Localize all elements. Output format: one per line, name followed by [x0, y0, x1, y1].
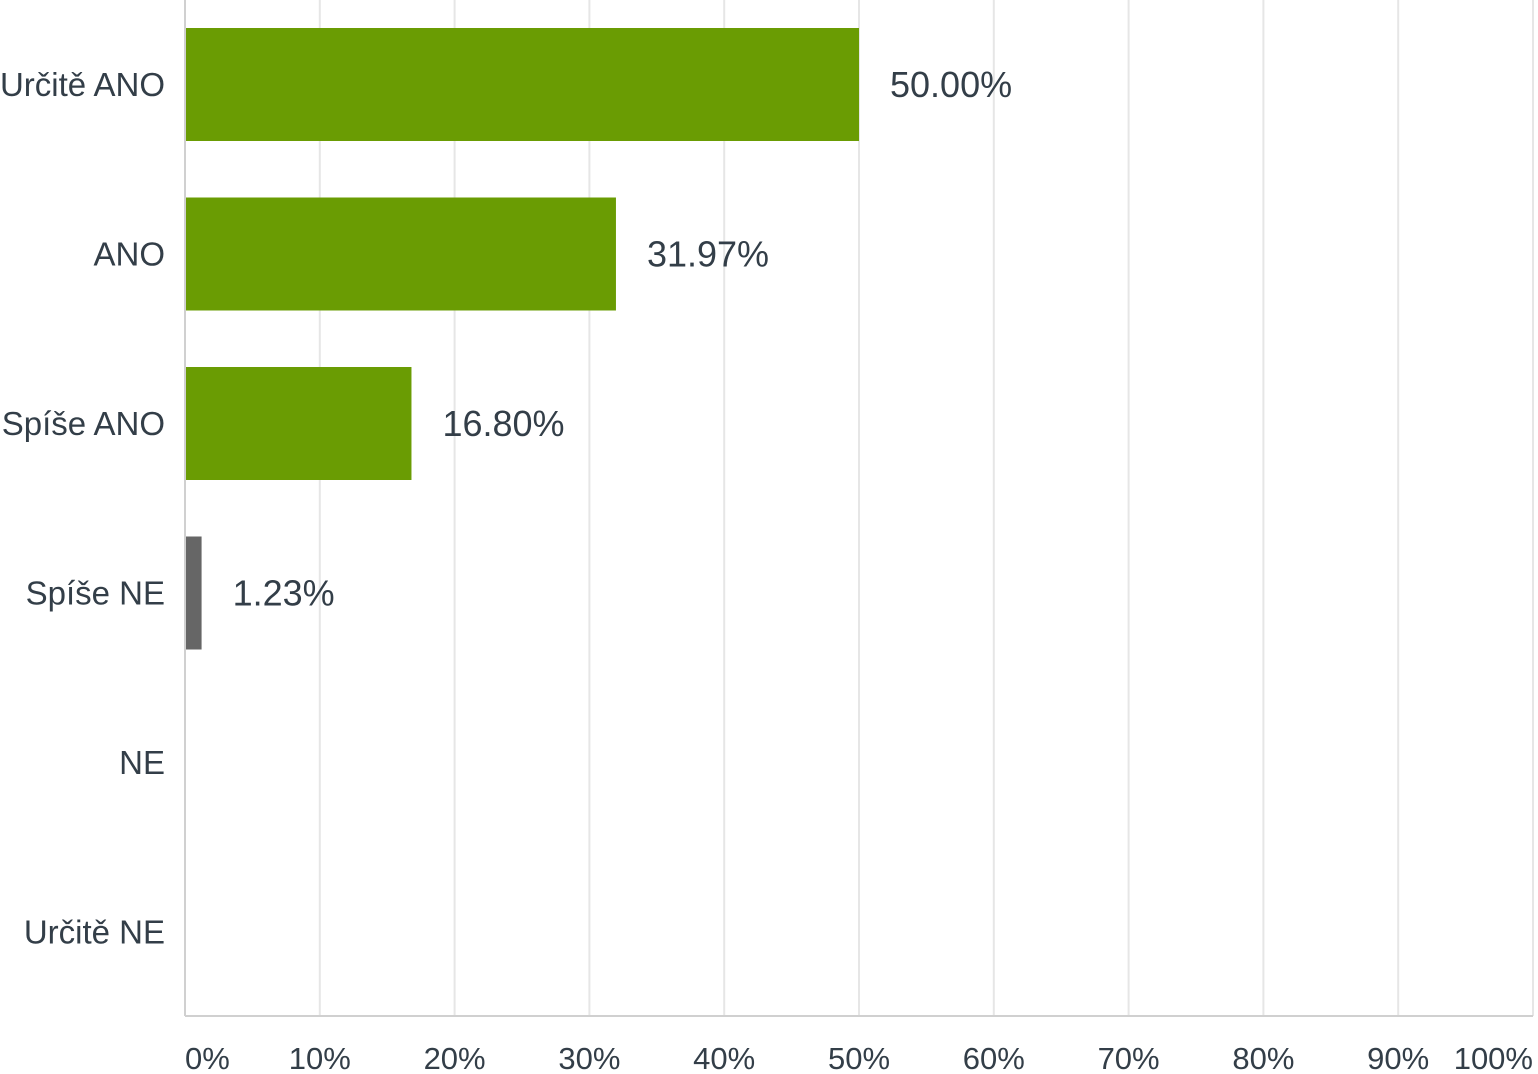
bar [185, 197, 616, 311]
category-label: Spíše ANO [2, 405, 165, 442]
x-tick-label: 0% [185, 1041, 230, 1074]
bar [185, 536, 202, 650]
gridlines [318, 0, 1534, 1016]
x-tick-label: 10% [289, 1041, 351, 1074]
bar [185, 28, 859, 141]
category-label: ANO [93, 236, 165, 273]
x-tick-label: 70% [1098, 1041, 1160, 1074]
category-label: NE [119, 744, 165, 781]
x-tick-label: 60% [963, 1041, 1025, 1074]
category-label: Určitě NE [24, 914, 165, 951]
axes [184, 0, 1533, 1017]
bar [185, 367, 412, 480]
x-tick-label: 90% [1367, 1041, 1429, 1074]
data-label: 16.80% [442, 403, 564, 444]
category-label: Spíše NE [26, 575, 165, 612]
data-label: 50.00% [890, 64, 1012, 105]
data-label: 1.23% [233, 573, 335, 614]
x-tick-label: 20% [424, 1041, 486, 1074]
x-tick-label: 80% [1232, 1041, 1294, 1074]
x-tick-label: 30% [558, 1041, 620, 1074]
x-tick-label: 100% [1454, 1041, 1533, 1074]
data-label: 31.97% [647, 234, 769, 275]
x-tick-label: 40% [693, 1041, 755, 1074]
x-tick-label: 50% [828, 1041, 890, 1074]
labels: Určitě ANO 50.00% ANO 31.97% Spíše ANO 16.80%… [0, 64, 1533, 1074]
bars [185, 28, 859, 650]
category-label: Určitě ANO [0, 66, 165, 103]
